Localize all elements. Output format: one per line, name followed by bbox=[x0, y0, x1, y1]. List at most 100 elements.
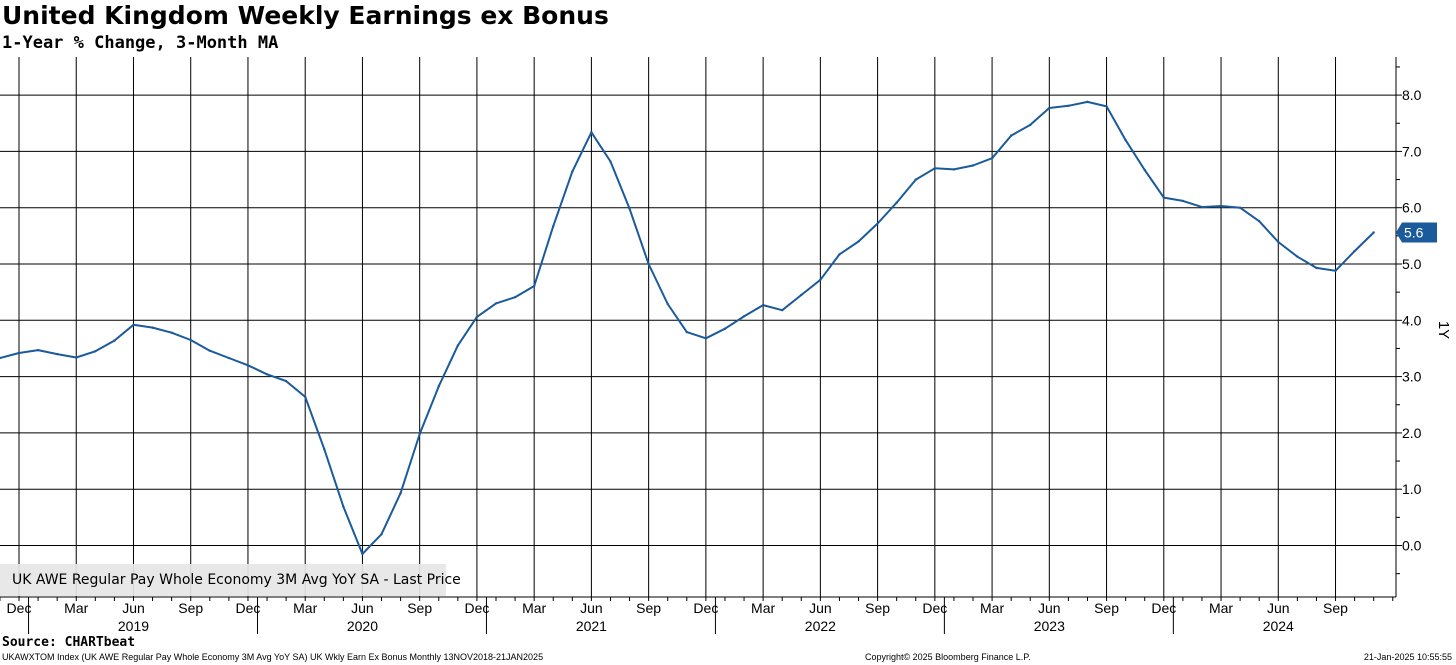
data-point bbox=[532, 284, 536, 288]
x-year-label: 2024 bbox=[1263, 618, 1294, 634]
x-year-label: 2021 bbox=[576, 618, 607, 634]
x-tick-label: Dec bbox=[464, 600, 489, 616]
data-point bbox=[838, 253, 841, 256]
data-point bbox=[246, 364, 250, 367]
data-point bbox=[151, 326, 154, 329]
x-year-label: 2020 bbox=[347, 618, 378, 634]
x-tick-label: Jun bbox=[1267, 600, 1290, 616]
data-point bbox=[1124, 138, 1127, 142]
chart-subtitle: 1-Year % Change, 3-Month MA bbox=[2, 33, 279, 53]
data-point bbox=[494, 302, 498, 305]
data-point bbox=[819, 278, 822, 281]
data-point bbox=[227, 356, 231, 360]
x-tick-label: Sep bbox=[1094, 600, 1119, 616]
data-point bbox=[1029, 123, 1032, 127]
data-point bbox=[1238, 206, 1242, 209]
source-note: Source: CHARTbeat bbox=[2, 635, 136, 650]
data-point bbox=[952, 168, 956, 171]
data-point bbox=[1334, 269, 1337, 272]
data-point bbox=[647, 262, 650, 266]
grid-lines bbox=[0, 57, 1396, 597]
data-point bbox=[380, 533, 383, 536]
y-tick-label: 6.0 bbox=[1402, 200, 1422, 216]
data-point bbox=[304, 395, 307, 399]
data-point bbox=[1181, 199, 1185, 203]
data-point bbox=[742, 315, 746, 318]
data-point bbox=[1086, 100, 1089, 104]
data-point bbox=[399, 491, 402, 495]
data-point bbox=[170, 331, 173, 334]
last-value-label: 5.6 bbox=[1404, 224, 1424, 240]
data-point bbox=[1258, 220, 1261, 223]
data-point bbox=[1067, 104, 1070, 107]
legend[interactable]: UK AWE Regular Pay Whole Economy 3M Avg … bbox=[0, 564, 461, 596]
data-point bbox=[1315, 266, 1318, 270]
x-tick-label: Dec bbox=[1151, 600, 1176, 616]
data-point bbox=[971, 164, 975, 167]
y-tick-label: 5.0 bbox=[1402, 256, 1422, 272]
x-tick-label: Dec bbox=[236, 600, 261, 616]
data-point bbox=[55, 352, 59, 356]
x-tick-label: Jun bbox=[122, 600, 145, 616]
data-point bbox=[1353, 249, 1356, 253]
x-tick-label: Sep bbox=[1323, 600, 1348, 616]
y-tick-label: 8.0 bbox=[1402, 87, 1422, 103]
data-point bbox=[94, 350, 97, 353]
data-point bbox=[418, 432, 421, 436]
chart-title: United Kingdom Weekly Earnings ex Bonus bbox=[2, 1, 609, 30]
data-point bbox=[1219, 204, 1223, 208]
x-tick-label: Mar bbox=[522, 600, 546, 616]
x-tick-label: Dec bbox=[693, 600, 718, 616]
x-tick-label: Jun bbox=[809, 600, 832, 616]
x-tick-label: Mar bbox=[64, 600, 88, 616]
y-tick-label: 1.0 bbox=[1402, 481, 1422, 497]
series-line bbox=[0, 100, 1375, 555]
data-point bbox=[552, 225, 555, 228]
data-point bbox=[437, 384, 440, 388]
x-tick-label: Jun bbox=[1038, 600, 1061, 616]
data-point bbox=[1009, 134, 1013, 137]
data-point bbox=[1200, 205, 1204, 209]
data-point bbox=[761, 303, 765, 307]
x-tick-label: Mar bbox=[293, 600, 317, 616]
data-point bbox=[723, 327, 727, 330]
x-tick-label: Mar bbox=[1209, 600, 1233, 616]
data-point bbox=[590, 131, 593, 134]
timestamp: 21-Jan-2025 10:55:55 bbox=[1363, 652, 1452, 662]
data-point bbox=[323, 448, 326, 451]
data-point bbox=[1048, 106, 1051, 110]
data-point bbox=[609, 160, 612, 163]
data-point bbox=[189, 338, 192, 342]
copyright: Copyright© 2025 Bloomberg Finance L.P. bbox=[865, 652, 1031, 662]
data-point bbox=[513, 296, 517, 299]
data-point bbox=[876, 222, 879, 225]
data-point bbox=[342, 505, 345, 508]
y-tick-label: 4.0 bbox=[1402, 312, 1422, 328]
data-point bbox=[1277, 240, 1280, 244]
y-axis-label: 1Y bbox=[1435, 321, 1452, 339]
data-point bbox=[914, 178, 917, 181]
last-value-badge bbox=[1396, 222, 1437, 243]
axes: 0.0 1.0 2.0 3.0 4.0 5.0 6.0 7.0 8.0 1Y Dec Mar Jun Se… bbox=[0, 57, 1452, 634]
x-tick-label: Sep bbox=[865, 600, 890, 616]
data-point bbox=[36, 348, 40, 352]
x-year-label: 2022 bbox=[805, 618, 836, 634]
data-point bbox=[475, 315, 479, 319]
data-point bbox=[895, 201, 898, 204]
data-point bbox=[132, 323, 135, 327]
data-point bbox=[113, 339, 116, 342]
data-point bbox=[456, 344, 460, 347]
x-tick-label: Jun bbox=[580, 600, 603, 616]
data-point bbox=[0, 356, 2, 360]
data-point bbox=[75, 356, 78, 359]
x-tick-label: Sep bbox=[178, 600, 203, 616]
x-tick-label: Mar bbox=[751, 600, 775, 616]
data-point bbox=[685, 330, 688, 334]
x-tick-label: Jun bbox=[351, 600, 374, 616]
x-tick-label: Dec bbox=[922, 600, 947, 616]
series-layer bbox=[0, 100, 1375, 556]
data-point bbox=[990, 156, 994, 160]
data-point bbox=[361, 552, 364, 556]
data-point bbox=[1105, 105, 1108, 108]
data-point bbox=[208, 349, 211, 352]
